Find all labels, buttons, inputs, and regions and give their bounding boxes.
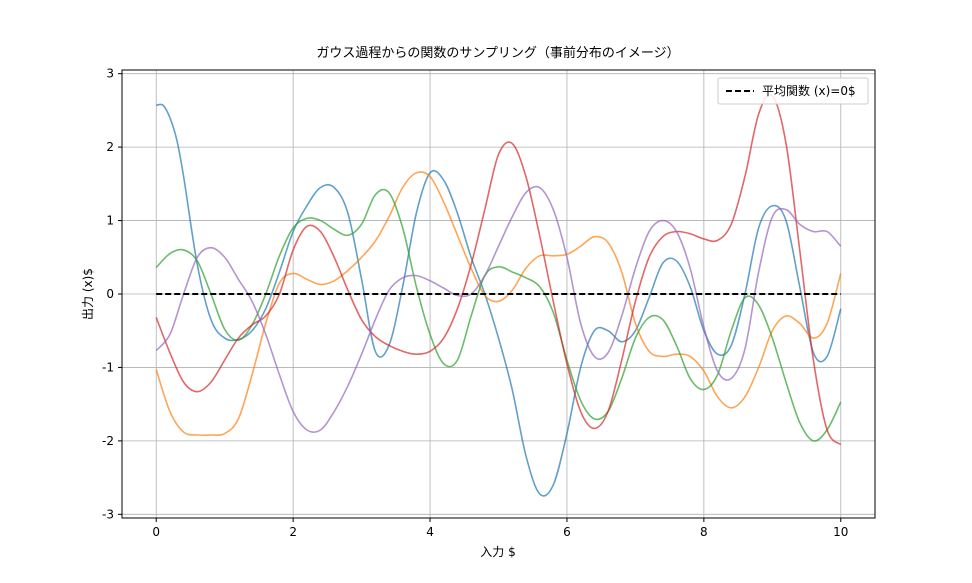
series-lines (155, 93, 842, 497)
y-axis-ticks: -3 -2 -1 0 1 2 3 (102, 67, 122, 521)
x-axis-label: 入力 $ (480, 545, 515, 559)
legend-box (717, 77, 869, 105)
y-tick-label: 3 (106, 67, 114, 81)
sample-line-1 (156, 103, 842, 497)
y-tick-label: 2 (106, 140, 114, 154)
x-axis-ticks: 0 2 4 6 8 10 (152, 518, 848, 539)
x-tick-label: 4 (426, 525, 434, 539)
sample-line-5 (155, 185, 842, 433)
x-tick-label: 6 (563, 525, 571, 539)
y-tick-label: -1 (102, 360, 114, 374)
y-tick-label: 1 (106, 214, 114, 228)
x-tick-label: 10 (833, 525, 848, 539)
sample-line-3 (155, 188, 842, 442)
x-tick-label: 0 (152, 525, 160, 539)
legend: 平均関数 (x)=0$ (717, 77, 869, 105)
legend-label-mean: 平均関数 (x)=0$ (762, 83, 856, 98)
y-tick-label: -3 (102, 507, 114, 521)
sample-line-2 (155, 171, 842, 437)
y-tick-label: -2 (102, 434, 114, 448)
x-tick-label: 2 (289, 525, 297, 539)
y-tick-label: 0 (106, 287, 114, 301)
y-axis-label: 出力 (x)$ (81, 268, 95, 320)
chart-title: ガウス過程からの関数のサンプリング（事前分布のイメージ） (316, 45, 679, 61)
sample-line-4 (155, 93, 842, 446)
x-tick-label: 8 (700, 525, 708, 539)
